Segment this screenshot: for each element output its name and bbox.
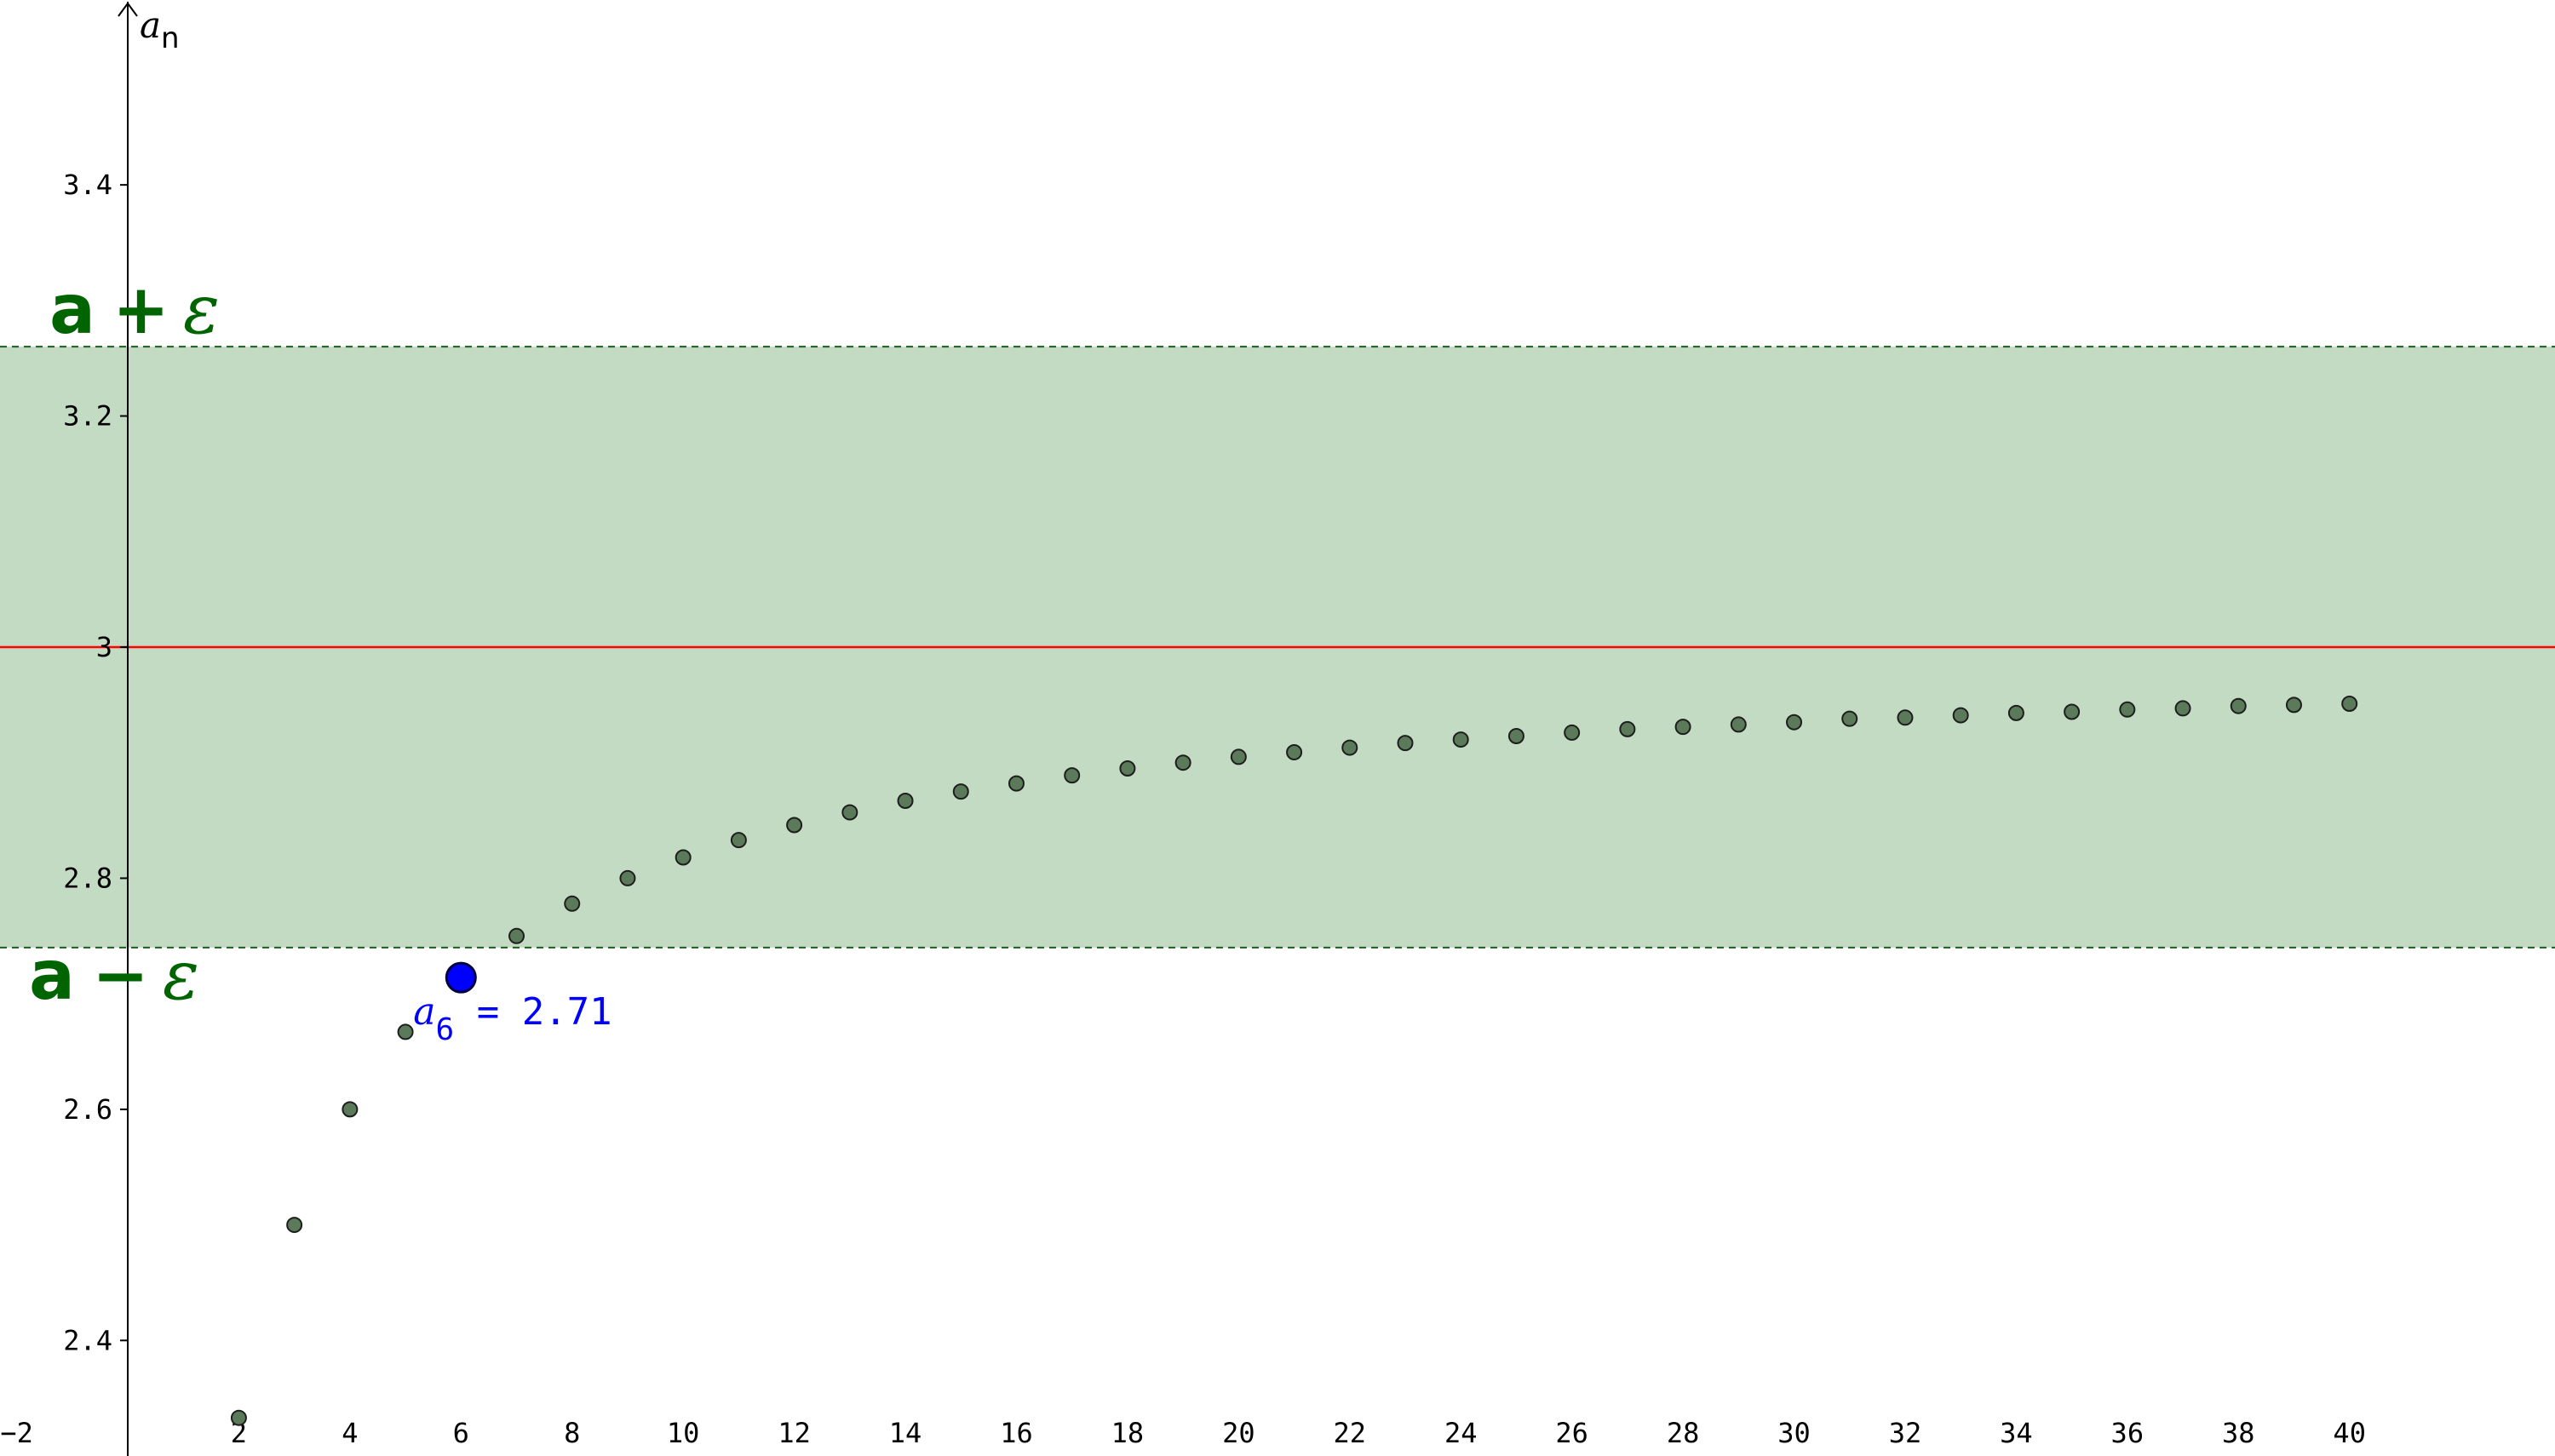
- upper-band-label: a + ε: [49, 270, 220, 349]
- x-tick-label: 4: [342, 1417, 358, 1449]
- sequence-point[interactable]: [1841, 710, 1858, 727]
- sequence-point[interactable]: [1230, 748, 1247, 765]
- y-tick-label: 2.6: [63, 1093, 112, 1126]
- sequence-point[interactable]: [1952, 707, 1969, 724]
- sequence-point[interactable]: [841, 804, 858, 821]
- x-tick-label: 26: [1555, 1417, 1588, 1449]
- sequence-point[interactable]: [730, 832, 747, 849]
- x-tick-label: 34: [2000, 1417, 2033, 1449]
- x-tick-label: −2: [0, 1417, 33, 1449]
- sequence-point[interactable]: [230, 1409, 247, 1426]
- x-tick-label: 38: [2222, 1417, 2255, 1449]
- y-tick-label: 2.8: [63, 862, 112, 894]
- x-tick-label: 28: [1667, 1417, 1700, 1449]
- x-tick-label: 32: [1889, 1417, 1922, 1449]
- sequence-point[interactable]: [286, 1217, 303, 1234]
- sequence-point[interactable]: [2064, 703, 2081, 720]
- sequence-point[interactable]: [2285, 696, 2302, 714]
- x-tick-label: 22: [1334, 1417, 1367, 1449]
- x-tick-label: 2: [231, 1417, 247, 1449]
- y-ticks: 2.4 2.6 2.8 3 3.2 3.4: [63, 169, 128, 1356]
- x-tick-label: 8: [564, 1417, 580, 1449]
- highlighted-point-label: a6 = 2.71: [413, 990, 611, 1047]
- x-tick-label: 18: [1111, 1417, 1145, 1449]
- x-tick-label: 14: [889, 1417, 922, 1449]
- sequence-point[interactable]: [675, 849, 692, 866]
- sequence-point[interactable]: [1008, 775, 1025, 792]
- sequence-point[interactable]: [1341, 739, 1358, 756]
- x-tick-label: 36: [2111, 1417, 2144, 1449]
- sequence-point[interactable]: [1786, 714, 1803, 731]
- x-tick-label: 30: [1777, 1417, 1811, 1449]
- sequence-point[interactable]: [1619, 720, 1636, 737]
- sequence-point[interactable]: [2119, 701, 2136, 718]
- sequence-point[interactable]: [2174, 700, 2191, 717]
- sequence-point[interactable]: [1064, 767, 1081, 784]
- highlighted-point[interactable]: [445, 961, 477, 994]
- y-axis-label: an: [140, 4, 180, 55]
- x-tick-label: 20: [1222, 1417, 1255, 1449]
- sequence-point[interactable]: [1397, 735, 1414, 752]
- y-tick-label: 2.4: [63, 1324, 112, 1356]
- sequence-point[interactable]: [1897, 709, 1914, 726]
- y-axis-arrow: [118, 2, 138, 17]
- sequence-point[interactable]: [897, 793, 914, 809]
- x-tick-label: 10: [667, 1417, 700, 1449]
- sequence-point[interactable]: [786, 817, 803, 834]
- x-tick-label: 6: [453, 1417, 469, 1449]
- sequence-point[interactable]: [952, 783, 969, 800]
- sequence-point[interactable]: [2007, 704, 2024, 721]
- sequence-point[interactable]: [1674, 719, 1691, 736]
- sequence-point[interactable]: [1174, 754, 1191, 771]
- sequence-point[interactable]: [2230, 697, 2247, 714]
- sequence-point[interactable]: [1286, 744, 1303, 760]
- sequence-point[interactable]: [564, 895, 581, 912]
- sequence-point[interactable]: [342, 1101, 359, 1118]
- x-ticks: −2 2 4 6 8 10 12 14 16 18 20 22 24 26 28 30 32 34 36 38 40: [0, 1417, 2366, 1449]
- y-tick-label: 3.4: [63, 169, 112, 201]
- x-tick-label: 16: [1000, 1417, 1033, 1449]
- sequence-point[interactable]: [1507, 728, 1524, 744]
- lower-band-label: a − ε: [29, 936, 199, 1015]
- sequence-point[interactable]: [1564, 724, 1581, 741]
- sequence-points: [230, 696, 2358, 1426]
- x-tick-label: 24: [1444, 1417, 1478, 1449]
- sequence-point[interactable]: [397, 1023, 414, 1040]
- sequence-point[interactable]: [1452, 731, 1469, 748]
- sequence-point[interactable]: [1730, 716, 1747, 733]
- y-tick-label: 3: [96, 631, 112, 663]
- x-tick-label: 12: [778, 1417, 811, 1449]
- y-tick-label: 3.2: [63, 400, 112, 433]
- x-tick-label: 40: [2333, 1417, 2366, 1449]
- sequence-point[interactable]: [1119, 760, 1136, 777]
- sequence-point[interactable]: [2341, 696, 2358, 712]
- sequence-point[interactable]: [508, 927, 525, 944]
- sequence-point[interactable]: [619, 869, 636, 886]
